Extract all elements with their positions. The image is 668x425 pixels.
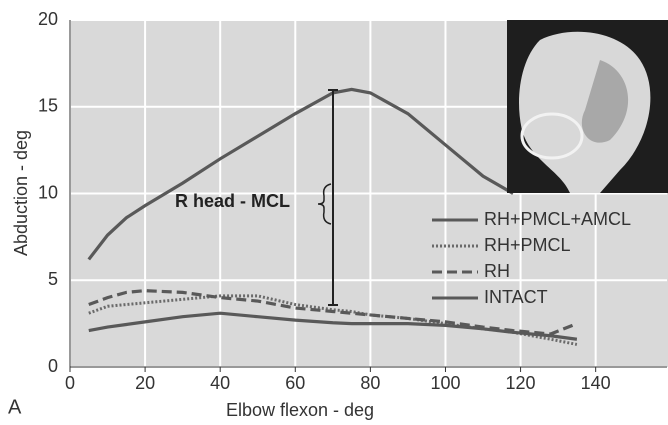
y-axis-label: Abduction - deg	[11, 130, 31, 256]
series-line	[88, 311, 578, 341]
legend-label: RH+PMCL	[484, 235, 571, 255]
legend-label: INTACT	[484, 287, 548, 307]
y-tick-label: 15	[38, 96, 58, 116]
x-tick-label: 80	[360, 373, 380, 393]
annotation-bracket	[317, 89, 338, 306]
x-tick-label: 60	[285, 373, 305, 393]
y-tick-label: 20	[38, 9, 58, 29]
x-tick-label: 140	[581, 373, 611, 393]
series-line	[87, 87, 514, 261]
series-line	[88, 289, 578, 336]
x-tick-label: 0	[65, 373, 75, 393]
x-axis-label: Elbow flexon - deg	[226, 400, 374, 420]
grid	[69, 19, 667, 368]
x-tick-label: 100	[430, 373, 460, 393]
y-tick-label: 10	[38, 182, 58, 202]
legend: RH+PMCL+AMCL RH+PMCL RH INTACT	[432, 209, 631, 307]
x-tick-label: 120	[506, 373, 536, 393]
legend-label: RH	[484, 261, 510, 281]
x-tick-label: 40	[210, 373, 230, 393]
series-lines	[87, 87, 578, 346]
legend-label: RH+PMCL+AMCL	[484, 209, 631, 229]
x-tick-label: 20	[135, 373, 155, 393]
panel-label: A	[8, 396, 22, 418]
y-tick-label: 0	[48, 356, 58, 376]
annotation: R head - MCL	[175, 191, 290, 211]
inset-image	[507, 20, 668, 193]
y-tick-label: 5	[48, 269, 58, 289]
